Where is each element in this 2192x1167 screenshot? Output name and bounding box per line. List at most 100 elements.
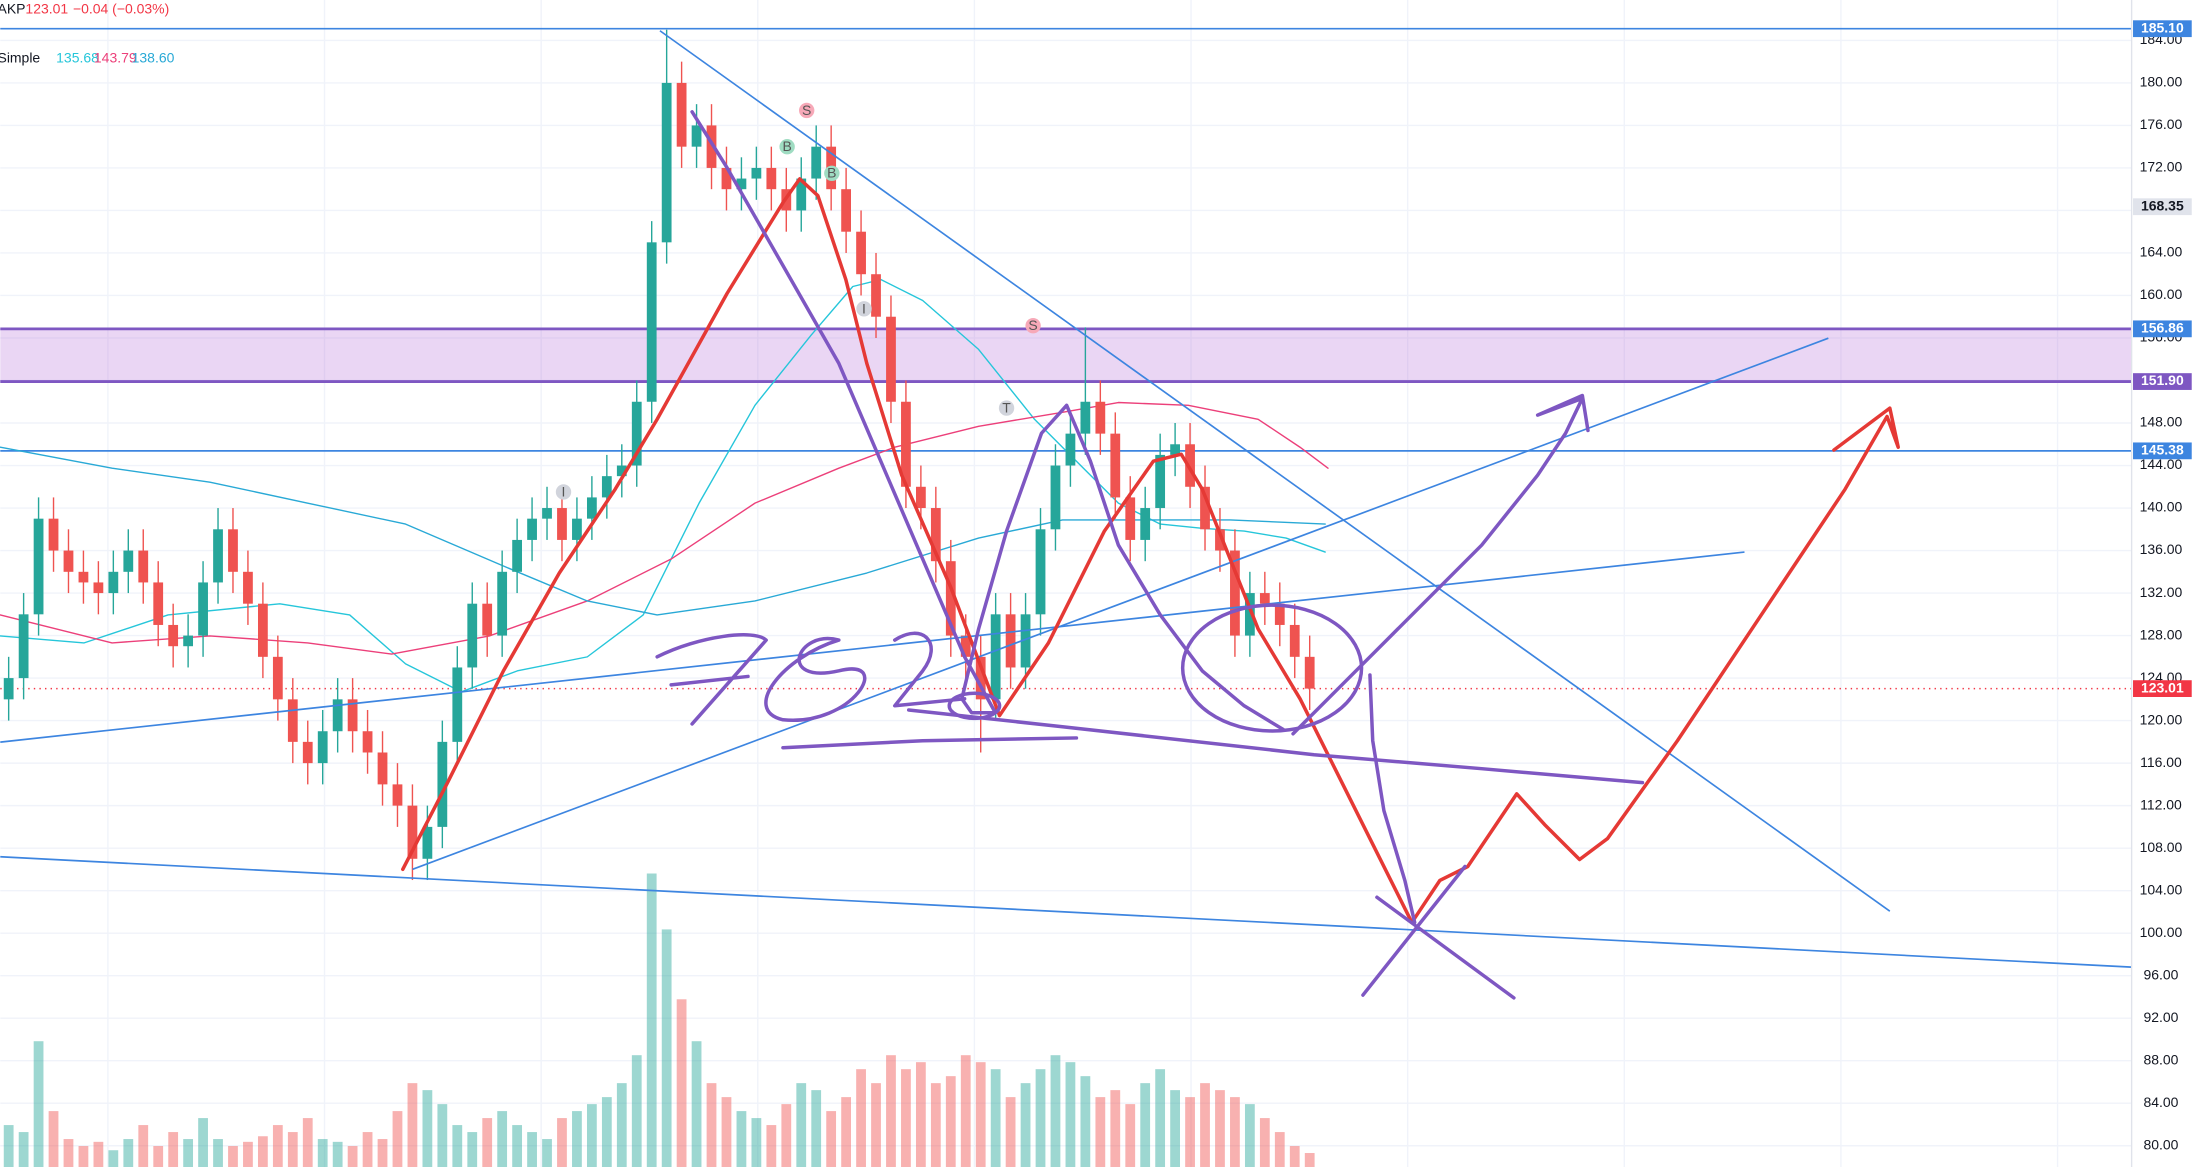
volume-bar xyxy=(347,1146,358,1167)
volume-bar xyxy=(586,1104,597,1167)
candle-body xyxy=(1035,529,1046,615)
volume-bar xyxy=(781,1104,792,1167)
volume-bar xyxy=(213,1139,223,1167)
y-tick-label: 116.00 xyxy=(2140,754,2182,770)
volume-bar xyxy=(1155,1069,1166,1167)
volume-bar xyxy=(841,1097,851,1167)
volume-bar xyxy=(362,1132,373,1167)
candle-body xyxy=(1050,465,1061,530)
volume-bar xyxy=(975,1062,986,1167)
candle-body xyxy=(631,401,642,466)
candle-body xyxy=(975,656,986,700)
price-badge-label: 123.01 xyxy=(2141,679,2184,695)
candle-body xyxy=(1304,656,1315,689)
volume-bar xyxy=(1244,1104,1255,1167)
ma-value: 143.79 xyxy=(94,49,137,65)
volume-bar xyxy=(302,1118,313,1167)
signal-marker-label: S xyxy=(802,102,811,118)
freehand-circle xyxy=(1180,603,1364,733)
candle-body xyxy=(347,699,358,732)
candle-body xyxy=(766,167,777,190)
y-tick-label: 160.00 xyxy=(2140,286,2183,302)
candle-body xyxy=(93,582,104,594)
volume-bar xyxy=(287,1132,298,1167)
candle-body xyxy=(1215,529,1225,551)
candle-body xyxy=(437,741,448,827)
candle-body xyxy=(33,518,44,615)
volume-bar xyxy=(1110,1090,1121,1167)
candle-body xyxy=(78,571,89,583)
volume-bar xyxy=(527,1132,537,1167)
price-badge xyxy=(2133,320,2192,338)
volume-bar xyxy=(3,1125,14,1167)
candle-body xyxy=(392,784,403,806)
volume-bar xyxy=(228,1146,238,1167)
candle-body xyxy=(497,571,508,636)
y-tick-label: 128.00 xyxy=(2140,626,2183,642)
y-tick-label: 176.00 xyxy=(2140,116,2183,132)
volume-bar xyxy=(512,1125,523,1167)
volume-bar xyxy=(108,1150,119,1167)
trend-line xyxy=(0,551,1745,743)
candle-body xyxy=(901,401,911,487)
candle-body xyxy=(422,826,433,859)
drawings xyxy=(0,30,2132,1000)
trend-line xyxy=(659,30,1891,912)
price-badge-label: 168.35 xyxy=(2141,197,2184,213)
candle-body xyxy=(1155,454,1166,509)
volume-bar xyxy=(1035,1069,1046,1167)
signal-marker xyxy=(998,400,1015,416)
volume-bar xyxy=(721,1097,732,1167)
volume-bar xyxy=(407,1083,418,1167)
volume-bar xyxy=(1289,1146,1300,1167)
signal-marker-label: I xyxy=(562,483,566,499)
y-tick-label: 84.00 xyxy=(2143,1094,2178,1110)
candle-body xyxy=(48,518,59,551)
price-badge xyxy=(2133,442,2192,460)
candle-body xyxy=(243,571,253,604)
price-axis-labels: 80.00 84.00 88.00 92.00 96.00 100.00 104.00 108… xyxy=(2133,19,2192,1152)
volume-bar xyxy=(243,1141,253,1167)
volume-bar xyxy=(467,1132,478,1167)
candle-body xyxy=(601,476,612,498)
candle-body xyxy=(183,635,194,647)
candles xyxy=(3,29,1315,881)
volume-bar xyxy=(422,1090,433,1167)
volume-bar xyxy=(482,1118,493,1167)
volume-bar xyxy=(930,1083,941,1167)
y-tick-label: 140.00 xyxy=(2140,499,2183,515)
volume-bar xyxy=(93,1141,104,1167)
volume-bar xyxy=(1095,1097,1106,1167)
volume-bar xyxy=(766,1125,777,1167)
volume-bar xyxy=(1185,1097,1195,1167)
volume-bar xyxy=(1020,1083,1031,1167)
price-badge-label: 185.10 xyxy=(2141,19,2184,35)
volume-bar xyxy=(78,1146,89,1167)
y-tick-label: 172.00 xyxy=(2140,159,2183,175)
signal-marker-label: B xyxy=(782,138,791,154)
y-tick-label: 104.00 xyxy=(2140,881,2183,897)
candle-body xyxy=(1289,624,1300,657)
candle-body xyxy=(272,656,283,700)
y-tick-label: 180.00 xyxy=(2140,74,2183,90)
volume-bar xyxy=(452,1125,463,1167)
candle-body xyxy=(871,274,881,317)
volume-bar xyxy=(153,1146,164,1167)
volume-bar xyxy=(1304,1153,1315,1167)
candle-body xyxy=(63,550,74,572)
price-badge xyxy=(2133,20,2192,38)
candle-body xyxy=(407,805,418,859)
price: 123.01 xyxy=(25,0,68,16)
candle-body xyxy=(1170,444,1180,455)
volume-bar xyxy=(168,1132,179,1167)
candle-body xyxy=(287,699,298,742)
volume-bar xyxy=(557,1118,567,1167)
volume-bar xyxy=(960,1055,971,1167)
signal-marker-label: I xyxy=(862,300,866,316)
volume-bar xyxy=(646,873,657,1167)
volume-bar xyxy=(437,1104,448,1167)
candle-body xyxy=(960,635,971,657)
volume-bar xyxy=(886,1055,896,1167)
y-tick-label: 132.00 xyxy=(2140,584,2183,600)
